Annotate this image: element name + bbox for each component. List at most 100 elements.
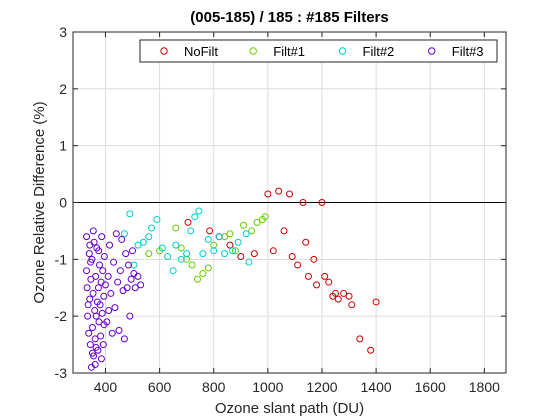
data-point — [97, 332, 105, 340]
series-Filt#2 — [120, 207, 253, 275]
data-point — [139, 238, 147, 246]
data-point — [169, 267, 177, 275]
data-point — [302, 238, 310, 246]
data-point — [86, 341, 94, 349]
data-point — [177, 255, 185, 263]
data-point — [269, 247, 277, 255]
x-axis-label: Ozone slant path (DU) — [215, 400, 364, 417]
data-point — [304, 272, 312, 280]
data-point — [92, 343, 100, 351]
data-point — [100, 252, 108, 260]
data-point — [345, 292, 353, 300]
data-point — [264, 190, 272, 198]
data-point — [294, 261, 302, 269]
data-point — [91, 335, 99, 343]
data-point — [275, 187, 283, 195]
data-point — [108, 329, 116, 337]
data-point — [130, 261, 138, 269]
data-point — [145, 233, 153, 241]
data-point — [231, 247, 239, 255]
legend: NoFilt Filt#1 Filt#2 Filt#3 — [139, 39, 498, 63]
data-point — [332, 289, 340, 297]
data-point — [98, 309, 106, 317]
data-point — [83, 284, 91, 292]
data-point — [89, 227, 97, 235]
x-tick-label: 1000 — [252, 379, 283, 395]
data-point — [334, 295, 342, 303]
data-point — [147, 224, 155, 232]
data-point — [127, 275, 135, 283]
data-point — [199, 250, 207, 258]
legend-label: Filt#1 — [273, 44, 305, 59]
data-point — [210, 247, 218, 255]
y-tick-label: -3 — [55, 365, 68, 381]
legend-marker — [428, 47, 436, 55]
data-point — [123, 284, 131, 292]
data-point — [340, 289, 348, 297]
data-point — [226, 241, 234, 249]
data-point — [124, 261, 132, 269]
x-tick-label: 1200 — [306, 379, 337, 395]
data-point — [112, 230, 120, 238]
data-point — [101, 281, 109, 289]
data-point — [367, 346, 375, 354]
data-point — [321, 272, 329, 280]
data-point — [310, 255, 318, 263]
data-point — [83, 267, 91, 275]
y-tick-label: 2 — [59, 81, 67, 97]
data-point — [134, 272, 142, 280]
data-point — [85, 250, 93, 258]
data-point — [105, 306, 113, 314]
data-point — [106, 241, 114, 249]
data-point — [116, 267, 124, 275]
data-point — [158, 244, 166, 252]
data-point — [206, 227, 214, 235]
x-tick-label: 1400 — [361, 379, 392, 395]
y-tick-label: 3 — [59, 24, 67, 40]
data-point — [83, 233, 91, 241]
data-point — [188, 261, 196, 269]
data-point — [234, 238, 242, 246]
data-point — [88, 324, 96, 332]
data-point — [115, 326, 123, 334]
data-point — [248, 227, 256, 235]
data-point — [84, 312, 92, 320]
y-tick-label: -1 — [55, 251, 68, 267]
data-point — [96, 261, 104, 269]
data-point — [239, 221, 247, 229]
x-tick-label: 600 — [148, 379, 172, 395]
axis-ticks: 400 600 800 1000 1200 1400 1600 1800 -3 -2 -1 0 1 2 3 — [55, 24, 506, 395]
data-point — [134, 241, 142, 249]
data-point — [126, 210, 134, 218]
data-point — [288, 252, 296, 260]
data-point — [313, 281, 321, 289]
data-point — [164, 252, 172, 260]
data-point — [114, 278, 122, 286]
data-point — [111, 304, 119, 312]
data-point — [221, 250, 229, 258]
data-point — [204, 264, 212, 272]
data-point — [193, 275, 201, 283]
x-tick-label: 400 — [94, 379, 118, 395]
data-point — [86, 241, 94, 249]
data-point — [89, 289, 97, 297]
legend-marker — [338, 47, 347, 55]
data-point — [122, 250, 130, 258]
data-point — [92, 312, 100, 320]
data-point — [237, 252, 245, 260]
data-point — [104, 272, 112, 280]
series-Filt#3 — [83, 227, 145, 371]
data-point — [99, 341, 107, 349]
data-point — [215, 233, 223, 241]
data-point — [85, 329, 93, 337]
data-point — [187, 227, 195, 235]
y-tick-label: -2 — [55, 308, 68, 324]
legend-label: NoFilt — [184, 44, 218, 59]
data-point — [191, 213, 199, 221]
data-point — [95, 318, 103, 326]
data-point — [325, 278, 333, 286]
x-tick-label: 1600 — [415, 379, 446, 395]
data-point — [242, 230, 250, 238]
